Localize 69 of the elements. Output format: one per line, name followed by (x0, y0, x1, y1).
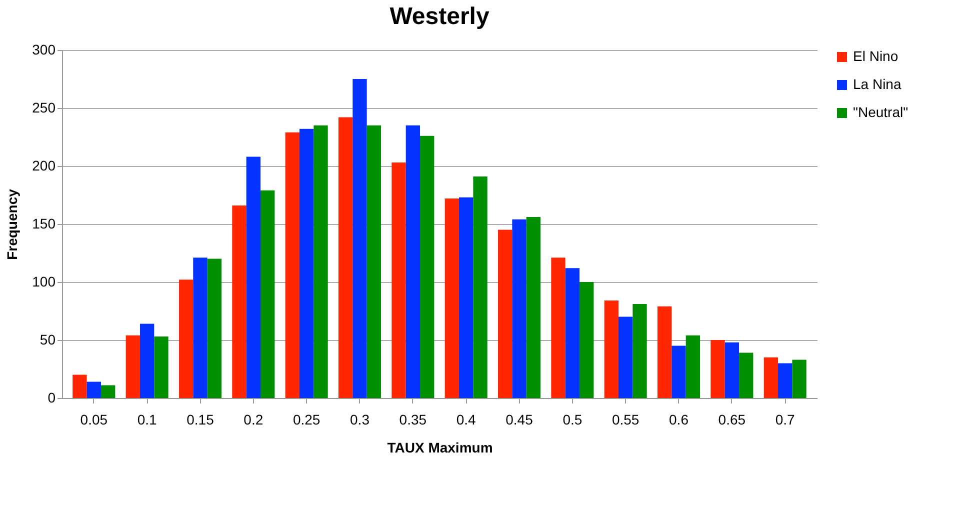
bar (739, 352, 754, 398)
x-tick-label: 0.65 (718, 412, 746, 428)
bar (86, 382, 101, 398)
y-tick-label: 200 (32, 158, 56, 174)
bar (512, 219, 526, 398)
bar (178, 280, 194, 398)
x-tick-label: 0.45 (506, 412, 534, 428)
bar (392, 162, 406, 398)
bar (299, 128, 314, 398)
y-tick-label: 250 (32, 100, 56, 116)
bar (140, 324, 154, 398)
bar (420, 136, 434, 398)
bar (526, 217, 541, 398)
bar (338, 117, 353, 398)
y-tick-label: 150 (32, 216, 56, 232)
x-axis-title: TAUX Maximum (387, 440, 493, 456)
bar (551, 258, 566, 398)
x-tick-label: 0.05 (80, 412, 108, 428)
bar (285, 132, 300, 398)
bar (366, 125, 382, 398)
bar (618, 316, 633, 398)
x-tick-label: 0.1 (137, 412, 158, 428)
bar (458, 197, 474, 398)
bar (792, 360, 806, 398)
bar (498, 230, 512, 398)
y-axis-title: Frequency (4, 188, 20, 260)
x-tick-label: 0.2 (244, 412, 264, 428)
x-tick-label: 0.6 (669, 412, 689, 428)
bar (444, 198, 459, 398)
bar (778, 363, 792, 398)
bar (473, 176, 488, 398)
x-tick-label: 0.5 (562, 412, 582, 428)
bar (406, 125, 420, 398)
x-tick-label: 0.55 (612, 412, 640, 428)
y-tick-label: 0 (48, 390, 56, 406)
x-tick-label: 0.35 (399, 412, 427, 428)
y-tick-label: 100 (32, 274, 56, 290)
bar (352, 79, 367, 398)
bar (710, 340, 725, 398)
bar (657, 306, 672, 398)
x-tick-label: 0.7 (775, 412, 796, 428)
bar (764, 357, 778, 398)
bar (686, 335, 700, 398)
bar (232, 205, 246, 398)
x-tick-label: 0.4 (456, 412, 476, 428)
bar (207, 258, 222, 398)
bar (604, 300, 618, 398)
bar (314, 125, 328, 398)
bar (100, 385, 116, 398)
x-tick-label: 0.15 (186, 412, 214, 428)
legend-label: La Nina (853, 76, 902, 92)
y-tick-label: 300 (32, 42, 56, 58)
bar (260, 190, 275, 398)
x-tick-label: 0.3 (350, 412, 370, 428)
bar (193, 258, 208, 398)
y-tick-label: 50 (40, 332, 56, 348)
bar (246, 156, 260, 398)
bar (154, 336, 168, 398)
x-tick-label: 0.25 (292, 412, 320, 428)
legend-label: El Nino (853, 48, 898, 64)
bar (632, 304, 647, 398)
bar (126, 335, 140, 398)
bar (724, 342, 740, 398)
bar (672, 346, 686, 398)
bar (72, 374, 87, 398)
bar (580, 282, 594, 398)
bar (565, 268, 580, 398)
legend-label: "Neutral" (853, 104, 908, 120)
chart-title: Westerly (390, 3, 490, 30)
